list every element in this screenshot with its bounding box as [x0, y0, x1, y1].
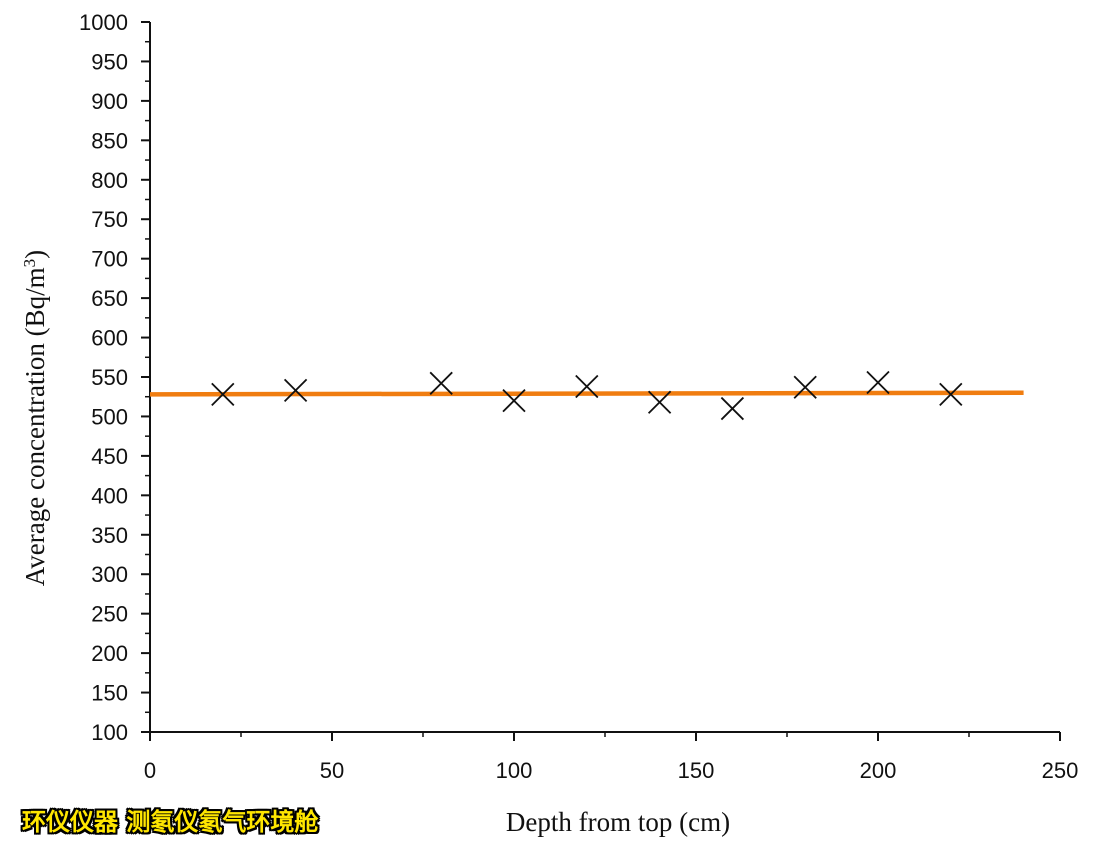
data-point-stroke [647, 390, 672, 414]
data-points [211, 370, 963, 421]
y-tick-label: 200 [91, 641, 128, 666]
y-tick-label: 800 [91, 168, 128, 193]
y-tick-label: 500 [91, 404, 128, 429]
y-tick-label: 400 [91, 483, 128, 508]
x-tick-label: 50 [320, 758, 344, 783]
x-axis-title: Depth from top (cm) [506, 807, 730, 837]
data-point [647, 390, 672, 414]
y-tick-label: 300 [91, 562, 128, 587]
x-tick-label: 150 [678, 758, 715, 783]
data-point [793, 375, 817, 399]
y-tick-label: 700 [91, 247, 128, 272]
data-point [502, 389, 526, 413]
axes: 1001502002503003504004505005506006507007… [79, 10, 1078, 783]
data-point-stroke [211, 382, 235, 406]
y-tick-label: 550 [91, 365, 128, 390]
x-tick-label: 0 [144, 758, 156, 783]
data-point-stroke [575, 374, 599, 399]
y-tick-label: 250 [91, 602, 128, 627]
data-point-stroke [793, 375, 817, 399]
watermark-text: 环仪仪器 测氡仪氡气环境舱 [22, 808, 319, 836]
data-point-stroke [939, 382, 963, 406]
x-tick-label: 250 [1042, 758, 1079, 783]
data-point-stroke [866, 370, 890, 395]
x-tick-label: 200 [860, 758, 897, 783]
y-tick-label: 100 [91, 720, 128, 745]
y-tick-label: 900 [91, 89, 128, 114]
data-point [939, 382, 963, 406]
y-tick-label: 450 [91, 444, 128, 469]
y-tick-label: 850 [91, 128, 128, 153]
data-point [429, 371, 453, 395]
y-tick-label: 350 [91, 523, 128, 548]
y-axis-title: Average concentration (Bq/m3) [20, 250, 51, 586]
y-tick-label: 600 [91, 326, 128, 351]
reference-line [149, 390, 1024, 397]
data-point [866, 370, 890, 395]
y-tick-label: 650 [91, 286, 128, 311]
data-point-stroke [283, 378, 308, 403]
data-point [720, 396, 745, 421]
y-tick-label: 950 [91, 49, 128, 74]
y-tick-label: 1000 [79, 10, 128, 35]
y-tick-label: 750 [91, 207, 128, 232]
reference-line-group [149, 390, 1024, 397]
data-point [575, 374, 599, 399]
data-point-stroke [429, 371, 453, 395]
data-point [211, 382, 235, 406]
data-point [283, 378, 308, 403]
x-tick-label: 100 [496, 758, 533, 783]
y-tick-label: 150 [91, 681, 128, 706]
data-point-stroke [720, 396, 745, 421]
data-point-stroke [502, 389, 526, 413]
